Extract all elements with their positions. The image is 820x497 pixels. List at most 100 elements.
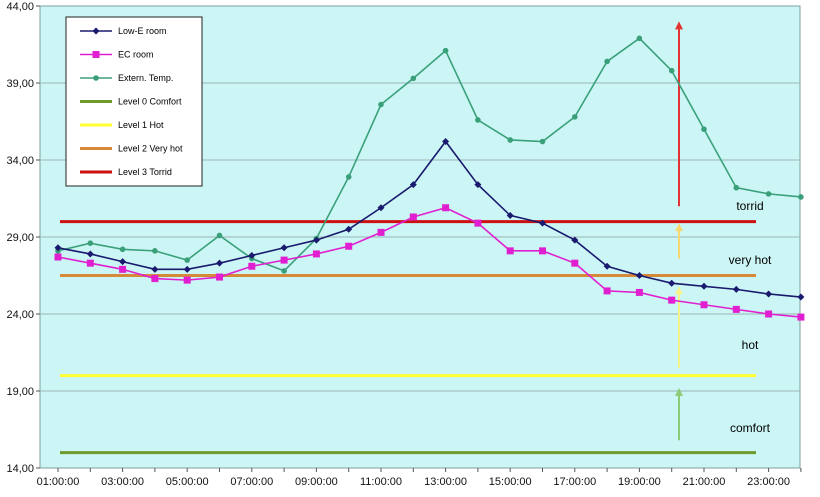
data-point <box>765 310 773 318</box>
data-point <box>248 251 256 259</box>
legend: Low-E room EC room Extern. Temp. Level 0 Co… <box>65 16 203 187</box>
data-point <box>442 138 450 146</box>
data-point <box>442 47 449 54</box>
arrow-head-3 <box>675 21 683 30</box>
data-point <box>280 256 288 264</box>
data-point <box>151 275 159 283</box>
x-tick-label: 07:00:00 <box>230 476 273 488</box>
arrow-head-2 <box>675 223 683 232</box>
data-point <box>507 137 513 143</box>
data-point <box>475 117 481 123</box>
data-point <box>668 279 676 287</box>
data-point <box>572 114 578 120</box>
x-tick-label: 01:00:00 <box>37 476 80 488</box>
y-tick-label: 14,00 <box>6 463 34 475</box>
series-extern-temp- <box>55 35 804 274</box>
data-point <box>280 244 288 252</box>
arrows <box>675 21 683 441</box>
y-tick-label: 29,00 <box>6 232 34 244</box>
data-point <box>87 240 94 246</box>
data-point <box>733 184 740 191</box>
data-point <box>442 204 450 212</box>
x-tick-label: 03:00:00 <box>101 476 144 488</box>
zone-label: hot <box>742 338 759 352</box>
x-tick-label: 05:00:00 <box>166 476 209 488</box>
data-point <box>152 248 158 254</box>
data-point <box>248 262 256 270</box>
data-point <box>92 27 100 35</box>
zone-label: torrid <box>736 199 763 213</box>
data-point <box>571 236 579 244</box>
y-tick-label: 39,00 <box>6 78 34 90</box>
y-tick-label: 44,00 <box>6 1 34 13</box>
data-point <box>474 219 482 227</box>
data-point <box>797 313 805 321</box>
data-point <box>635 288 643 296</box>
data-point <box>604 58 610 65</box>
data-point <box>345 242 353 250</box>
data-point <box>86 259 94 267</box>
data-point <box>506 211 514 219</box>
data-point <box>732 305 740 313</box>
x-tick-label: 17:00:00 <box>553 476 596 488</box>
data-point <box>636 35 643 42</box>
data-point <box>474 181 482 189</box>
x-tick-label: 19:00:00 <box>618 476 661 488</box>
legend-label: Level 2 Very hot <box>118 144 183 154</box>
data-point <box>797 293 805 301</box>
series-low-e-room <box>54 138 805 301</box>
x-tick-label: 21:00:00 <box>683 476 726 488</box>
data-point <box>732 285 740 293</box>
data-point <box>377 228 385 236</box>
data-point <box>539 219 546 227</box>
data-point <box>281 268 287 274</box>
data-point <box>506 247 514 255</box>
data-point <box>183 276 191 284</box>
data-point <box>93 75 99 81</box>
x-tick-label: 23:00:00 <box>747 476 790 488</box>
zone-label: very hot <box>729 253 772 267</box>
legend-label: EC room <box>118 50 154 60</box>
data-point <box>410 75 417 82</box>
legend-label: Level 1 Hot <box>118 120 164 130</box>
data-point <box>378 101 384 108</box>
arrow-head-1 <box>675 286 683 295</box>
data-point <box>151 265 159 273</box>
series-line <box>57 206 801 318</box>
x-tick-label: 15:00:00 <box>489 476 532 488</box>
data-point <box>216 259 223 267</box>
series-line <box>57 140 801 298</box>
data-point <box>798 194 804 200</box>
zone-labels: torrid very hot hot comfort <box>729 199 772 435</box>
data-point <box>603 262 611 270</box>
data-point <box>409 181 417 189</box>
data-point <box>377 204 385 212</box>
data-point <box>312 250 320 258</box>
data-point <box>119 258 127 266</box>
data-point <box>539 247 546 255</box>
data-point <box>54 253 62 261</box>
data-point <box>184 257 190 263</box>
data-point <box>345 225 353 233</box>
legend-label: Extern. Temp. <box>118 73 173 83</box>
data-point <box>603 287 611 295</box>
data-point <box>92 51 100 58</box>
data-point <box>635 272 643 279</box>
data-point <box>539 138 546 145</box>
x-tick-label: 09:00:00 <box>295 476 338 488</box>
data-point <box>668 296 676 304</box>
arrow-head-0 <box>675 387 683 396</box>
data-point <box>216 232 223 239</box>
data-point <box>571 259 579 267</box>
data-point <box>765 290 773 298</box>
data-point <box>409 213 417 221</box>
data-point <box>54 244 62 252</box>
x-tick-label: 13:00:00 <box>424 476 467 488</box>
data-point <box>701 126 707 132</box>
x-axis: 01:00:00 03:00:00 05:00:00 07:00:00 09:00:00… <box>37 468 802 488</box>
data-point <box>668 67 675 74</box>
y-tick-label: 24,00 <box>6 309 34 321</box>
data-point <box>345 174 352 180</box>
series-ec-room <box>54 204 805 321</box>
